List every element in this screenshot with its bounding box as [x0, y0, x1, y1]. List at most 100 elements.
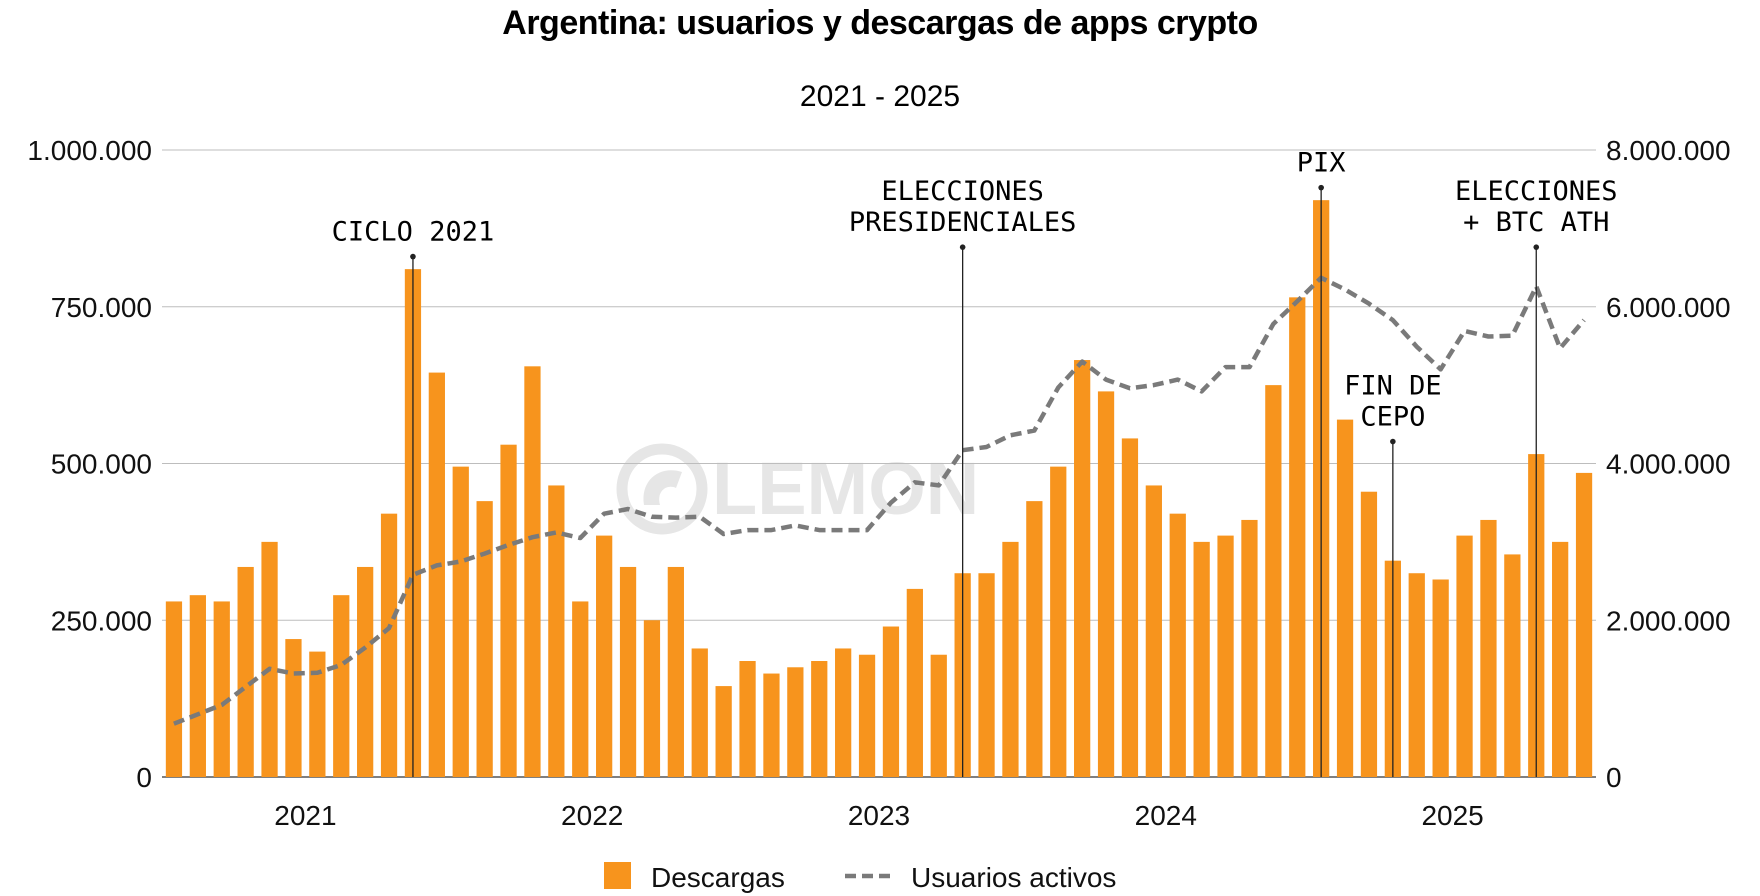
bar: [1121, 438, 1139, 777]
bar: [858, 654, 876, 777]
annotation-dot: [1533, 244, 1540, 250]
bar: [1360, 491, 1378, 777]
bar: [165, 601, 183, 777]
watermark-logo-mark: [643, 470, 682, 505]
bar: [1456, 535, 1473, 777]
bar: [763, 673, 780, 777]
left-tick-label: 500.000: [51, 449, 152, 480]
bar: [1265, 385, 1282, 777]
bars-descargas: [165, 200, 1593, 777]
annotations: CICLO 2021ELECCIONESPRESIDENCIALESPIXFIN…: [332, 148, 1618, 777]
annotation-label: CEPO: [1360, 402, 1425, 433]
bar: [1217, 535, 1234, 777]
annotation-label: CICLO 2021: [332, 217, 495, 248]
right-tick-label: 6.000.000: [1606, 292, 1731, 323]
left-tick-label: 250.000: [51, 605, 152, 636]
bar: [930, 654, 947, 777]
bar: [1002, 541, 1019, 777]
annotation-label: FIN DE: [1344, 371, 1442, 402]
x-tick-label: 2023: [848, 800, 910, 831]
bar: [739, 661, 756, 777]
x-tick-label: 2025: [1421, 800, 1483, 831]
bar: [715, 686, 732, 777]
bar: [476, 501, 493, 777]
left-tick-label: 1.000.000: [27, 135, 152, 166]
bar: [1193, 541, 1210, 777]
bar: [1552, 541, 1569, 777]
bar: [596, 535, 613, 777]
gridlines: [162, 149, 1596, 778]
bar: [285, 639, 302, 777]
annotation-dot: [1318, 184, 1324, 191]
bar: [1074, 360, 1091, 777]
bar: [691, 648, 708, 777]
bar: [1432, 579, 1449, 777]
bar: [978, 573, 995, 777]
bar: [1097, 391, 1115, 777]
watermark-text: LEMON: [712, 447, 979, 530]
left-axis: 0 250.000 500.000 750.000 1.000.000: [27, 135, 152, 793]
annotation-label: PRESIDENCIALES: [849, 207, 1077, 238]
legend-swatch-descargas: [604, 862, 631, 889]
bar: [548, 485, 565, 777]
bar: [667, 566, 684, 777]
annotation-dot: [1390, 438, 1396, 445]
x-axis: 2021 2022 2023 2024 2025: [274, 800, 1483, 831]
bar: [1026, 501, 1043, 777]
bar: [882, 626, 900, 777]
bar: [811, 661, 828, 777]
chart-subtitle: 2021 - 2025: [800, 80, 960, 113]
bar: [380, 513, 398, 777]
bar: [500, 444, 517, 777]
bar: [572, 601, 589, 777]
bar: [643, 620, 661, 777]
bar: [787, 667, 804, 777]
annotation-label: PIX: [1297, 148, 1346, 179]
annotation-label: + BTC ATH: [1463, 207, 1609, 238]
bar: [835, 648, 852, 777]
legend-label-usuarios: Usuarios activos: [911, 862, 1116, 893]
bar: [906, 588, 923, 777]
annotation-dot: [410, 253, 416, 260]
bar: [333, 595, 350, 777]
bar: [189, 595, 206, 777]
right-axis: 0 2.000.000 4.000.000 6.000.000 8.000.000: [1606, 135, 1731, 793]
bar: [1145, 485, 1162, 777]
series-line: [173, 275, 1586, 726]
right-tick-label: 4.000.000: [1606, 449, 1731, 480]
right-tick-label: 0: [1606, 762, 1622, 793]
bar: [309, 651, 326, 777]
bar: [452, 466, 469, 777]
bar: [237, 566, 254, 777]
bar: [213, 601, 230, 777]
right-tick-label: 2.000.000: [1606, 605, 1731, 636]
watermark-logo: [616, 443, 708, 535]
chart-title: Argentina: usuarios y descargas de apps …: [502, 4, 1257, 42]
bar: [357, 566, 374, 777]
left-tick-label: 750.000: [51, 292, 152, 323]
legend-label-descargas: Descargas: [651, 862, 785, 893]
left-tick-label: 0: [136, 762, 152, 793]
bar: [1289, 297, 1306, 777]
annotation-label: ELECCIONES: [881, 176, 1044, 207]
bar: [428, 372, 445, 777]
right-tick-label: 8.000.000: [1606, 135, 1731, 166]
bar: [1504, 554, 1521, 777]
bar: [1575, 472, 1593, 777]
line-usuarios-activos: [173, 275, 1586, 726]
annotation-label: ELECCIONES: [1455, 176, 1618, 207]
bar: [1050, 466, 1067, 777]
bar: [1241, 519, 1258, 777]
x-tick-label: 2022: [561, 800, 623, 831]
bar: [1480, 519, 1497, 777]
bar: [1169, 513, 1186, 777]
bar: [619, 566, 637, 777]
annotation-dot: [959, 244, 966, 250]
watermark: LEMON: [616, 443, 979, 535]
bar: [1336, 419, 1354, 777]
bar: [524, 366, 541, 777]
x-tick-label: 2021: [274, 800, 336, 831]
legend: Descargas Usuarios activos: [604, 862, 1116, 893]
x-tick-label: 2024: [1135, 800, 1197, 831]
